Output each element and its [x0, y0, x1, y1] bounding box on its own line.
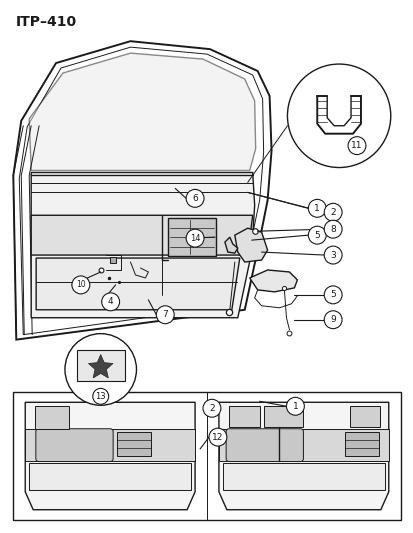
- Text: 9: 9: [330, 315, 335, 324]
- Circle shape: [323, 286, 341, 304]
- FancyBboxPatch shape: [36, 406, 69, 429]
- Polygon shape: [218, 429, 388, 462]
- Circle shape: [102, 293, 119, 311]
- Text: 1: 1: [292, 402, 297, 411]
- FancyBboxPatch shape: [225, 429, 303, 462]
- FancyBboxPatch shape: [77, 350, 124, 382]
- Text: 8: 8: [330, 225, 335, 233]
- Text: 5: 5: [313, 231, 319, 240]
- Text: 4: 4: [107, 297, 113, 306]
- Text: ITP–410: ITP–410: [15, 15, 76, 29]
- Polygon shape: [88, 354, 113, 378]
- Circle shape: [287, 64, 390, 167]
- FancyBboxPatch shape: [168, 218, 216, 256]
- Polygon shape: [234, 228, 267, 262]
- Polygon shape: [249, 270, 297, 292]
- Circle shape: [65, 334, 136, 405]
- Text: 7: 7: [162, 310, 168, 319]
- Circle shape: [308, 226, 325, 244]
- FancyBboxPatch shape: [349, 406, 380, 427]
- Bar: [13, 392, 400, 520]
- Circle shape: [156, 306, 174, 324]
- FancyBboxPatch shape: [116, 432, 151, 456]
- FancyBboxPatch shape: [228, 406, 259, 427]
- Text: 10: 10: [76, 280, 85, 289]
- Circle shape: [93, 389, 108, 404]
- Polygon shape: [224, 237, 237, 253]
- Text: 13: 13: [95, 392, 106, 401]
- Circle shape: [186, 189, 204, 207]
- FancyBboxPatch shape: [263, 406, 303, 427]
- Polygon shape: [29, 53, 255, 171]
- Polygon shape: [218, 402, 388, 510]
- Text: 2: 2: [209, 404, 214, 413]
- FancyBboxPatch shape: [36, 429, 113, 462]
- Polygon shape: [31, 215, 252, 255]
- Polygon shape: [29, 463, 191, 490]
- Circle shape: [186, 229, 204, 247]
- Circle shape: [202, 399, 221, 417]
- Circle shape: [286, 397, 304, 415]
- Text: 1: 1: [313, 204, 319, 213]
- Circle shape: [323, 311, 341, 329]
- Text: 2: 2: [330, 208, 335, 217]
- Circle shape: [323, 220, 341, 238]
- Text: 3: 3: [330, 251, 335, 260]
- Polygon shape: [25, 402, 195, 510]
- Polygon shape: [36, 258, 239, 310]
- Text: 5: 5: [330, 290, 335, 300]
- Polygon shape: [13, 41, 271, 340]
- Text: 14: 14: [190, 233, 200, 243]
- Polygon shape: [222, 463, 384, 490]
- Text: 6: 6: [192, 194, 197, 203]
- Text: 94232  410: 94232 410: [347, 512, 398, 521]
- Circle shape: [323, 246, 341, 264]
- Circle shape: [308, 199, 325, 217]
- Circle shape: [72, 276, 90, 294]
- Text: 11: 11: [350, 141, 362, 150]
- Polygon shape: [31, 173, 254, 318]
- Circle shape: [323, 203, 341, 221]
- Text: 12: 12: [212, 433, 223, 442]
- FancyBboxPatch shape: [344, 432, 377, 456]
- Circle shape: [209, 428, 226, 446]
- Polygon shape: [25, 429, 195, 462]
- Circle shape: [347, 136, 365, 155]
